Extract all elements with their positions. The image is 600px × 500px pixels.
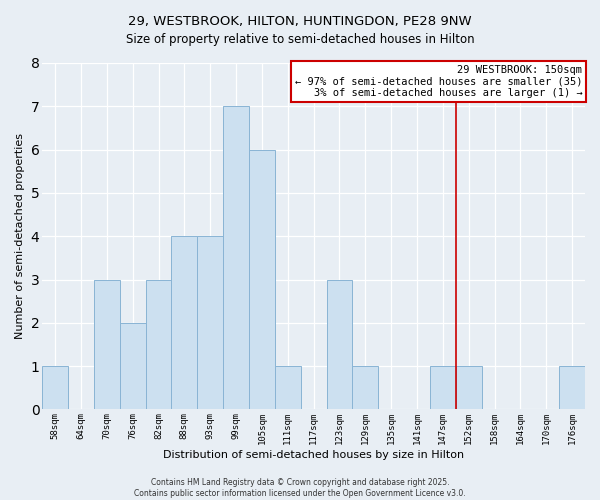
Bar — [456, 366, 482, 410]
X-axis label: Distribution of semi-detached houses by size in Hilton: Distribution of semi-detached houses by … — [163, 450, 464, 460]
Y-axis label: Number of semi-detached properties: Number of semi-detached properties — [15, 133, 25, 339]
Bar — [249, 150, 275, 410]
Text: 29 WESTBROOK: 150sqm
← 97% of semi-detached houses are smaller (35)
3% of semi-d: 29 WESTBROOK: 150sqm ← 97% of semi-detac… — [295, 64, 582, 98]
Bar — [275, 366, 301, 410]
Bar — [94, 280, 120, 409]
Bar — [146, 280, 172, 409]
Bar — [172, 236, 197, 410]
Text: Size of property relative to semi-detached houses in Hilton: Size of property relative to semi-detach… — [125, 32, 475, 46]
Bar — [42, 366, 68, 410]
Bar — [430, 366, 456, 410]
Bar — [326, 280, 352, 409]
Text: Contains HM Land Registry data © Crown copyright and database right 2025.
Contai: Contains HM Land Registry data © Crown c… — [134, 478, 466, 498]
Bar — [559, 366, 585, 410]
Bar — [223, 106, 249, 410]
Bar — [352, 366, 378, 410]
Bar — [197, 236, 223, 410]
Text: 29, WESTBROOK, HILTON, HUNTINGDON, PE28 9NW: 29, WESTBROOK, HILTON, HUNTINGDON, PE28 … — [128, 15, 472, 28]
Bar — [120, 323, 146, 410]
